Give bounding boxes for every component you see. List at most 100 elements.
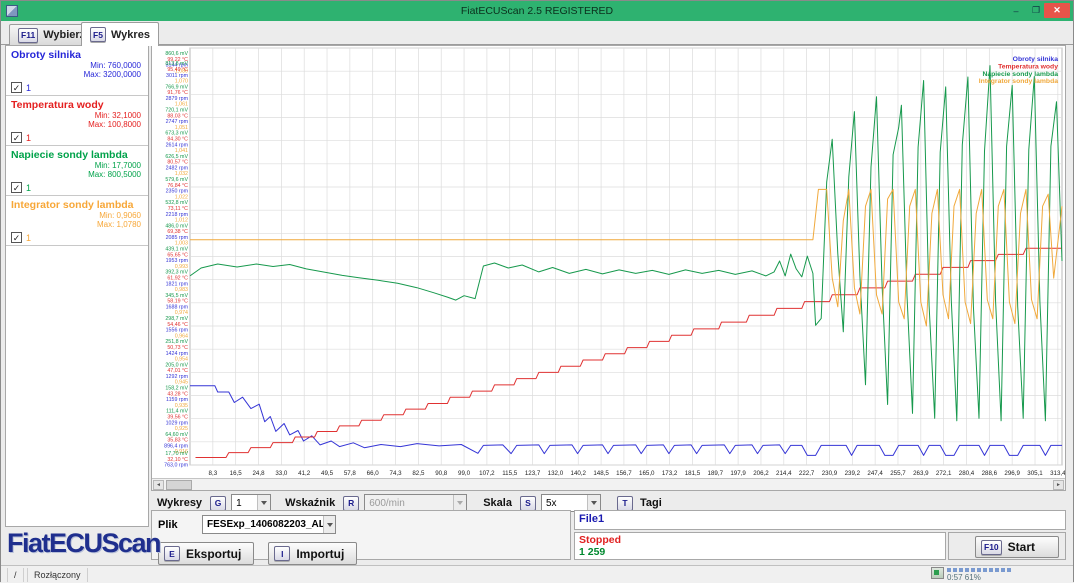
t-keycap[interactable]: T	[616, 495, 633, 511]
y-axis-tick-label: 1,003	[175, 241, 188, 247]
chart-scrollbar[interactable]: ◄ ►	[152, 478, 1065, 490]
skala-select[interactable]: 5x	[540, 494, 601, 512]
y-axis-tick-label: 54,46 °C	[167, 322, 188, 328]
parameter-checkbox[interactable]: ✓	[11, 132, 22, 143]
x-axis-tick-label: 82,5	[412, 470, 425, 477]
x-axis-tick-label: 239,2	[845, 470, 861, 477]
tab-wykres[interactable]: F5 Wykres	[81, 22, 159, 46]
x-axis-tick-label: 296,9	[1004, 470, 1020, 477]
tab-bar: F11 Wybierz F5 Wykres	[1, 21, 1073, 46]
y-axis-tick-label: 298,7 mV	[165, 316, 188, 322]
y-axis-tick-label: 47,01 °C	[167, 368, 188, 374]
y-axis-tick-label: 64,60 mV	[165, 432, 188, 438]
x-axis-tick-label: 156,7	[616, 470, 632, 477]
tabbar-edge	[1, 44, 1073, 45]
wskaznik-label: Wskaźnik	[285, 497, 336, 509]
importuj-label: Importuj	[296, 546, 345, 561]
file-panel: Plik FESExp_1406082203_ALFA E Eksportuj …	[151, 510, 571, 565]
x-axis-tick-label: 165,0	[639, 470, 655, 477]
y-axis-tick-label: 1556 rpm	[166, 328, 189, 334]
y-axis-tick-label: 392,3 mV	[165, 270, 188, 276]
y-axis-tick-label: 1,070	[175, 79, 188, 85]
y-axis-tick-label: 76,84 °C	[167, 183, 188, 189]
r-keycap[interactable]: R	[343, 495, 360, 511]
y-axis-tick-label: 32,10 °C	[167, 457, 188, 463]
parameter-min: Min: 32,1000	[94, 111, 141, 120]
x-axis-tick-label: 263,9	[913, 470, 929, 477]
y-axis-tick-label: 0,954	[175, 357, 188, 363]
legend-entry: Napiecie sondy lambda	[982, 71, 1058, 78]
parameter-max: Max: 800,5000	[88, 170, 141, 179]
sample-counter: 1 259	[579, 546, 606, 558]
x-axis-tick-label: 90,8	[435, 470, 448, 477]
start-label: Start	[1007, 540, 1035, 554]
eksportuj-button[interactable]: E Eksportuj	[158, 542, 255, 565]
title-bar: FiatECUScan 2.5 REGISTERED – ❐ ✕	[1, 1, 1073, 21]
x-axis-tick-label: 255,7	[890, 470, 906, 477]
timer-text: 0:57 61%	[947, 573, 981, 582]
y-axis-tick-label: 1688 rpm	[166, 304, 189, 310]
g-keycap[interactable]: G	[210, 495, 227, 511]
x-axis-tick-label: 313,4	[1050, 470, 1065, 477]
y-axis-tick-label: 1292 rpm	[166, 374, 189, 380]
parameter-group: Integrator sondy lambda Min: 0,9060 Max: 1…	[6, 196, 148, 246]
file-name-field[interactable]: File1	[574, 510, 1066, 530]
file-select[interactable]: FESExp_1406082203_ALFA	[202, 515, 336, 534]
chevron-down-icon	[453, 495, 467, 511]
y-axis-tick-label: 2218 rpm	[166, 212, 189, 218]
y-axis-tick-label: 17,70 mV	[165, 451, 188, 457]
wykresy-label: Wykresy	[157, 497, 203, 509]
x-axis-tick-label: 280,4	[959, 470, 975, 477]
chevron-down-icon[interactable]	[586, 495, 600, 511]
y-axis-tick-label: 80,57 °C	[167, 160, 188, 166]
parameter-title: Integrator sondy lambda	[11, 199, 134, 211]
x-axis-tick-label: 197,9	[730, 470, 746, 477]
y-axis-tick-label: 763,0 rpm	[164, 463, 188, 469]
parameter-checkbox[interactable]: ✓	[11, 182, 22, 193]
importuj-button[interactable]: I Importuj	[268, 542, 358, 565]
chevron-down-icon[interactable]	[257, 495, 271, 511]
connection-icon	[931, 567, 944, 579]
y-axis-tick-label: 3011 rpm	[166, 73, 189, 79]
y-axis-tick-label: 2879 rpm	[166, 96, 189, 102]
minimize-button[interactable]: –	[1013, 5, 1019, 16]
window-title: FiatECUScan 2.5 REGISTERED	[460, 5, 614, 17]
status-bar: / Rozłączony 0:57 61%	[1, 565, 1073, 583]
y-axis-tick-label: 766,9 mV	[165, 84, 188, 90]
x-axis-tick-label: 247,4	[867, 470, 883, 477]
y-axis-tick-label: 50,73 °C	[167, 345, 188, 351]
x-axis-tick-label: 16,5	[230, 470, 243, 477]
x-axis-tick-label: 132,0	[548, 470, 564, 477]
scrollbar-thumb[interactable]	[166, 480, 192, 490]
x-axis-tick-label: 173,2	[662, 470, 678, 477]
parameter-group: Obroty silnika Min: 760,0000 Max: 3200,000…	[6, 46, 148, 96]
chart-svg: 8,3 16,5 24,8 33,0 41,2 49,5 57,8 66,0 74,3 82,5 9…	[164, 47, 1065, 477]
fiatecuscan-logo: FiatECUScan	[7, 528, 162, 558]
close-button[interactable]: ✕	[1044, 3, 1070, 18]
y-axis-tick-label: 73,11 °C	[168, 206, 188, 212]
y-axis-tick-label: 813,8 mV	[165, 61, 188, 67]
s-keycap[interactable]: S	[519, 495, 536, 511]
parameter-checkbox[interactable]: ✓	[11, 82, 22, 93]
maximize-button[interactable]: ❐	[1031, 5, 1041, 15]
x-axis-tick-label: 115,5	[502, 470, 518, 477]
eksportuj-label: Eksportuj	[186, 546, 242, 561]
tab-wybierz[interactable]: F11 Wybierz	[9, 24, 95, 45]
x-axis-tick-label: 49,5	[321, 470, 334, 477]
y-axis-tick-label: 2614 rpm	[166, 142, 189, 148]
y-axis-tick-label: 345,5 mV	[165, 293, 188, 299]
parameter-title: Temperatura wody	[11, 99, 104, 111]
y-axis-tick-label: 0,935	[175, 403, 188, 409]
scroll-left-icon[interactable]: ◄	[153, 480, 164, 490]
f10-keycap: F10	[981, 539, 1002, 555]
chevron-down-icon[interactable]	[323, 516, 335, 533]
y-axis-tick-label: 158,2 mV	[165, 386, 188, 392]
legend-entry: Obroty silnika	[1013, 56, 1059, 63]
scroll-right-icon[interactable]: ►	[1053, 480, 1064, 490]
series-line	[195, 247, 1062, 458]
parameter-checkbox[interactable]: ✓	[11, 232, 22, 243]
start-button[interactable]: F10 Start	[975, 536, 1059, 558]
y-axis-tick-label: 111,4 mV	[166, 409, 188, 415]
x-axis-tick-label: 222,7	[799, 470, 815, 477]
